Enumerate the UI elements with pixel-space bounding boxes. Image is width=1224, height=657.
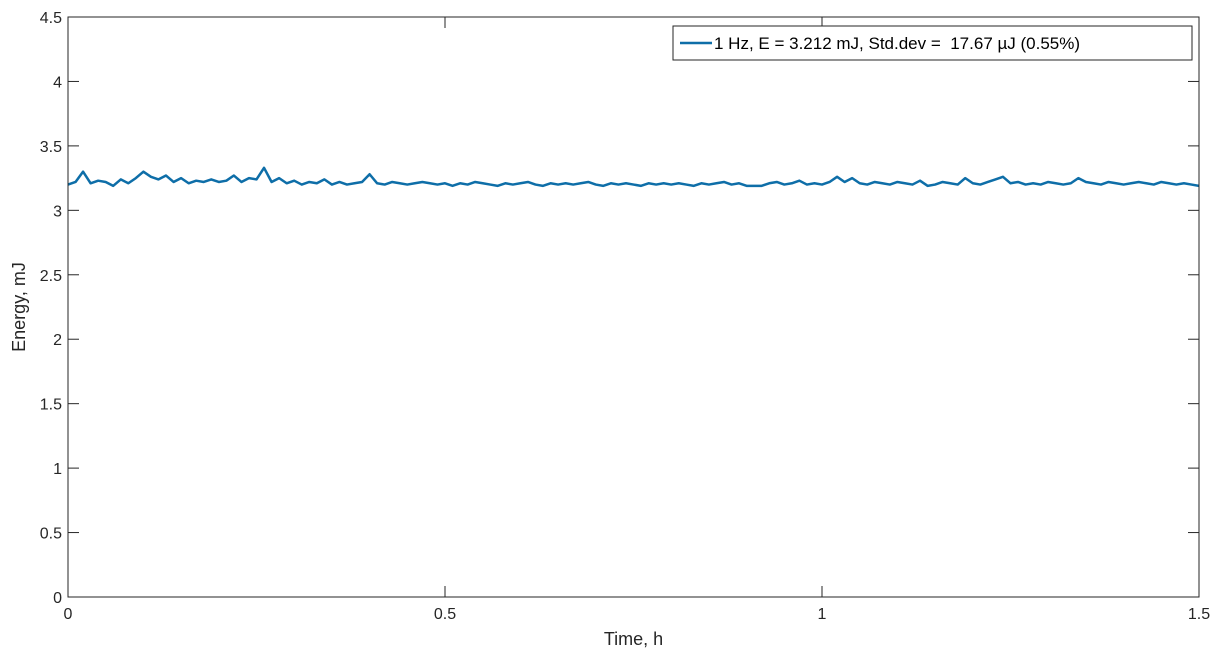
y-tick-label: 4	[53, 74, 62, 91]
y-tick-label: 4.5	[40, 10, 62, 27]
y-tick-label: 0.5	[40, 526, 62, 543]
legend-box	[672, 25, 1193, 61]
x-axis-label: Time, h	[604, 629, 663, 649]
y-axis: 0 0.5 1 1.5 2 2.5 3 3.5 4 4.5	[40, 10, 1199, 607]
x-tick-label: 0.5	[434, 606, 456, 623]
y-tick-label: 1.5	[40, 397, 62, 414]
y-tick-label: 3.5	[40, 139, 62, 156]
x-axis: 0 0.5 1 1.5	[64, 17, 1210, 623]
legend: 1 Hz, E = 3.212 mJ, Std.dev = 17.67 µJ (…	[672, 25, 1193, 61]
y-axis-label: Energy, mJ	[9, 262, 29, 352]
plot-area	[68, 17, 1199, 597]
y-tick-label: 2	[53, 332, 62, 349]
y-tick-label: 3	[53, 203, 62, 220]
x-tick-label: 0	[64, 606, 73, 623]
x-tick-label: 1.5	[1188, 606, 1210, 623]
y-tick-label: 1	[53, 461, 62, 478]
x-tick-label: 1	[818, 606, 827, 623]
series-line-0	[67, 166, 1200, 188]
y-tick-label: 2.5	[40, 268, 62, 285]
axes-box	[67, 16, 1200, 598]
series-layer	[67, 166, 1200, 188]
y-tick-label: 0	[53, 590, 62, 607]
legend-entry-label: 1 Hz, E = 3.212 mJ, Std.dev = 17.67 µJ (…	[714, 34, 1080, 53]
